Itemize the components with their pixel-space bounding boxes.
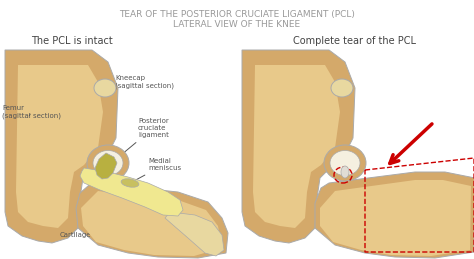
Ellipse shape	[93, 150, 123, 176]
Text: Medial
meniscus: Medial meniscus	[135, 158, 181, 181]
Ellipse shape	[94, 79, 116, 97]
Polygon shape	[5, 50, 118, 243]
Ellipse shape	[121, 179, 139, 187]
Polygon shape	[16, 65, 103, 228]
Ellipse shape	[331, 79, 353, 97]
Polygon shape	[242, 50, 355, 243]
Text: Posterior
cruciate
ligament: Posterior cruciate ligament	[117, 118, 169, 158]
Ellipse shape	[330, 150, 360, 176]
Polygon shape	[253, 65, 340, 228]
Ellipse shape	[87, 145, 129, 181]
Text: The PCL is intact: The PCL is intact	[31, 36, 113, 46]
Polygon shape	[165, 212, 224, 256]
Polygon shape	[320, 180, 471, 256]
Text: LATERAL VIEW OF THE KNEE: LATERAL VIEW OF THE KNEE	[173, 20, 301, 29]
Text: TEAR OF THE POSTERIOR CRUCIATE LIGAMENT (PCL): TEAR OF THE POSTERIOR CRUCIATE LIGAMENT …	[119, 10, 355, 19]
Text: Complete tear of the PCL: Complete tear of the PCL	[293, 36, 417, 46]
Polygon shape	[95, 153, 117, 179]
Polygon shape	[80, 168, 183, 216]
Polygon shape	[76, 183, 228, 258]
Ellipse shape	[341, 166, 349, 178]
Text: Femur
(sagittal section): Femur (sagittal section)	[2, 105, 61, 119]
Polygon shape	[315, 172, 474, 258]
Text: Tibia: Tibia	[144, 212, 160, 218]
Ellipse shape	[324, 145, 366, 181]
Text: Kneecap
(sagittal section): Kneecap (sagittal section)	[105, 75, 174, 89]
Polygon shape	[81, 191, 222, 256]
Text: Fibula: Fibula	[186, 230, 206, 236]
Text: Cartilage: Cartilage	[59, 232, 91, 238]
